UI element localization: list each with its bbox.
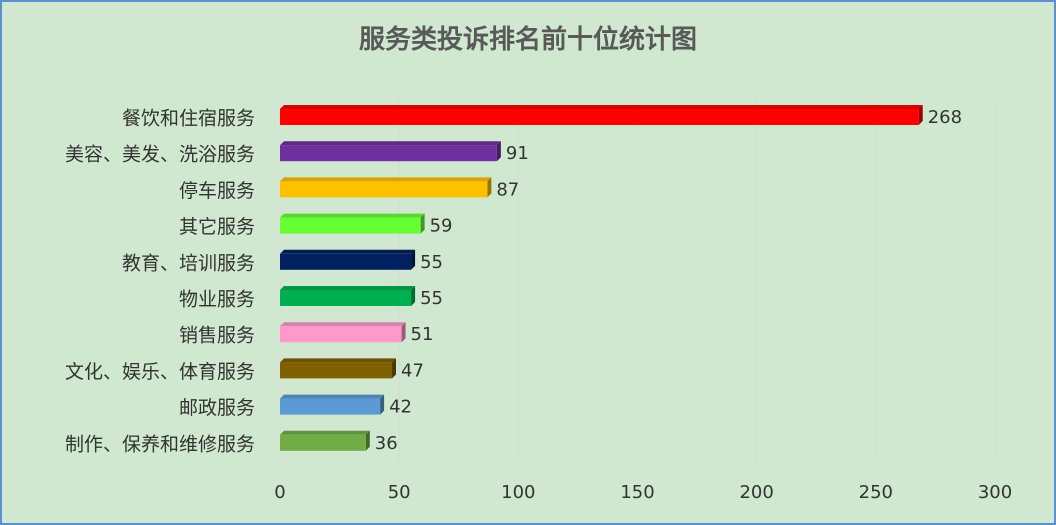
- bar-top: [280, 105, 923, 109]
- y-tick-label: 销售服务: [179, 325, 255, 347]
- bar-side: [496, 141, 501, 162]
- y-tick-label: 物业服务: [179, 289, 255, 311]
- bar: [280, 290, 412, 306]
- bar: [280, 434, 366, 451]
- value-label: 51: [411, 324, 434, 345]
- bar: [280, 217, 421, 234]
- bar-side: [365, 430, 370, 451]
- x-tick-label: 300: [978, 482, 1012, 503]
- value-label: 55: [420, 252, 443, 273]
- bar-side: [487, 177, 492, 198]
- y-tick-label: 邮政服务: [179, 397, 255, 419]
- bar-top: [280, 394, 385, 399]
- bar-top: [280, 213, 425, 218]
- bar-side: [401, 322, 406, 343]
- bar: [280, 326, 402, 343]
- x-tick-label: 200: [739, 482, 773, 503]
- value-label: 42: [389, 397, 412, 418]
- bar-top: [280, 177, 492, 182]
- y-tick-label: 文化、娱乐、体育服务: [65, 361, 255, 383]
- bar-side: [380, 394, 385, 415]
- bar-top: [280, 430, 370, 435]
- value-label: 55: [420, 288, 443, 309]
- value-label: 36: [375, 433, 398, 454]
- bar-side: [411, 249, 416, 270]
- bar-top: [280, 358, 397, 363]
- bar: [280, 253, 412, 270]
- bar-side: [420, 213, 425, 234]
- value-label: 59: [430, 216, 453, 237]
- bar-top: [280, 141, 501, 146]
- y-tick-label: 停车服务: [179, 180, 255, 202]
- y-tick-label: 餐饮和住宿服务: [122, 108, 255, 130]
- bar: [280, 181, 488, 198]
- bar-top: [280, 249, 416, 254]
- y-tick-label: 教育、培训服务: [122, 252, 255, 274]
- y-tick-label: 其它服务: [179, 216, 255, 238]
- x-tick-label: 100: [501, 482, 535, 503]
- bar-top: [280, 286, 416, 290]
- bar: [280, 109, 919, 125]
- bar-top: [280, 322, 406, 327]
- bar: [280, 398, 381, 415]
- bar-side: [392, 358, 397, 379]
- x-tick-label: 50: [388, 482, 411, 503]
- y-tick-label: 制作、保养和维修服务: [65, 433, 255, 455]
- bar-side: [411, 286, 416, 306]
- y-tick-label: 美容、美发、洗浴服务: [65, 144, 255, 166]
- value-label: 87: [496, 179, 519, 200]
- x-tick-label: 250: [859, 482, 893, 503]
- x-tick-label: 150: [620, 482, 654, 503]
- value-label: 91: [506, 143, 529, 164]
- bar: [280, 145, 497, 162]
- value-label: 268: [928, 107, 962, 128]
- value-label: 47: [401, 360, 424, 381]
- bar: [280, 362, 393, 379]
- x-tick-label: 0: [274, 482, 285, 503]
- bar-side: [918, 105, 923, 125]
- chart-title: 服务类投诉排名前十位统计图: [359, 24, 697, 55]
